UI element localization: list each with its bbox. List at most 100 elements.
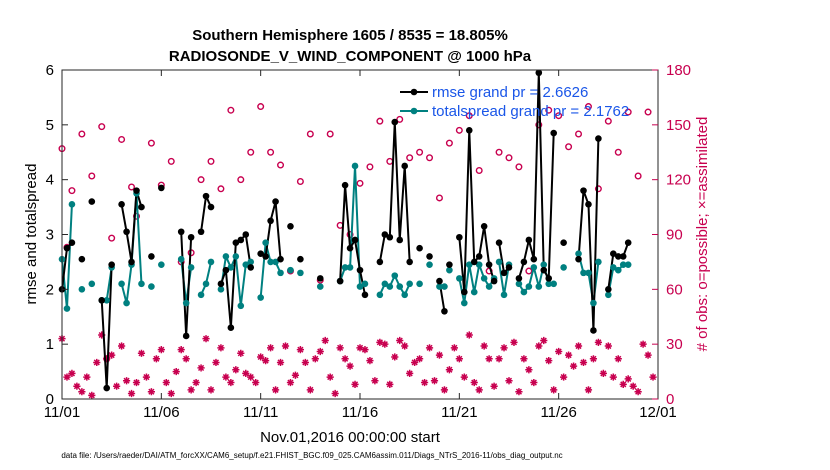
y-axis-label: rmse and totalspread (23, 164, 40, 305)
totalspread-point (416, 280, 423, 288)
rmse-line-segment (200, 195, 212, 232)
obs-assimilated-point (113, 382, 121, 390)
rmse-point (138, 203, 145, 211)
rmse-point (202, 192, 210, 200)
totalspread-point (585, 269, 592, 277)
totalspread-point (381, 280, 389, 288)
y2-tick-label: 180 (666, 62, 691, 79)
rmse-point (98, 297, 106, 304)
obs-assimilated-point (589, 355, 598, 363)
totalspread-point (346, 264, 354, 271)
obs-assimilated-point (634, 388, 642, 396)
totalspread-point (610, 264, 617, 271)
rmse-point (187, 233, 195, 241)
totalspread-point (297, 269, 304, 277)
totalspread-point (376, 291, 384, 299)
obs-possible-point (386, 157, 394, 165)
totalspread-point (207, 258, 215, 266)
x-tick-label: 11/16 (342, 404, 378, 421)
rmse-point (88, 198, 96, 205)
rmse-point (505, 264, 513, 271)
totalspread-point (68, 201, 76, 208)
rmse-point (177, 228, 185, 236)
rmse-point (217, 280, 225, 288)
obs-assimilated-point (271, 386, 280, 394)
obs-assimilated-point (177, 346, 185, 354)
rmse-point (257, 250, 264, 257)
obs-assimilated-point (142, 373, 151, 381)
legend: rmse grand pr = 2.6626 totalspread grand… (400, 84, 629, 120)
y2-tick-label: 60 (666, 281, 683, 298)
obs-assimilated-point (406, 369, 414, 378)
totalspread-point (272, 258, 279, 266)
rmse-point (118, 201, 125, 208)
totalspread-point (475, 261, 483, 268)
obs-possible-point (475, 167, 483, 175)
totalspread-point (242, 261, 250, 268)
obs-assimilated-point (336, 344, 344, 352)
totalspread-point (222, 253, 230, 260)
totalspread-point (595, 258, 602, 266)
rmse-point (103, 384, 110, 392)
rmse-point (495, 239, 503, 247)
totalspread-point (624, 261, 632, 268)
obs-possible-point (644, 108, 652, 116)
series-markers-layer (58, 69, 632, 392)
legend-marker-totalspread (410, 107, 418, 115)
obs-assimilated-point (103, 355, 111, 363)
rmse-point (475, 253, 483, 260)
obs-assimilated-point (286, 378, 295, 387)
totalspread-point (118, 280, 125, 288)
obs-assimilated-point (520, 355, 528, 363)
obs-assimilated-point (435, 351, 444, 359)
obs-assimilated-point (167, 389, 175, 398)
obs-assimilated-point (232, 366, 240, 374)
totalspread-point (262, 239, 269, 247)
rmse-point (446, 261, 453, 268)
totalspread-point (247, 258, 255, 266)
totalspread-point (138, 280, 145, 288)
obs-assimilated-point (425, 344, 434, 352)
rmse-line-segment (339, 184, 366, 296)
totalspread-point (515, 280, 523, 288)
y-tick-label: 5 (46, 117, 54, 134)
rmse-point (272, 198, 279, 205)
obs-assimilated-point (127, 389, 136, 398)
obs-possible-point (78, 130, 86, 138)
rmse-point (470, 258, 478, 266)
footnote: data file: /Users/raeder/DAI/ATM_forcXX/… (61, 451, 562, 460)
totalspread-point (470, 288, 478, 296)
rmse-point (133, 187, 140, 194)
obs-possible-point (147, 139, 155, 147)
obs-assimilated-point (579, 358, 588, 367)
obs-possible-point (306, 130, 314, 138)
obs-assimilated-point (565, 351, 573, 359)
totalspread-point (575, 250, 582, 257)
rmse-point (222, 266, 230, 274)
obs-assimilated-point (411, 358, 419, 367)
obs-assimilated-point (386, 380, 394, 388)
totalspread-point (590, 299, 597, 307)
rmse-line-segment (260, 200, 282, 260)
obs-possible-point (247, 148, 255, 156)
totalspread-point (287, 266, 294, 274)
obs-assimilated-point (530, 378, 538, 387)
obs-assimilated-point (202, 335, 210, 343)
obs-assimilated-point (594, 338, 602, 346)
rmse-point (78, 255, 86, 263)
obs-possible-point (296, 177, 304, 185)
obs-assimilated-point (262, 357, 270, 365)
obs-assimilated-point (257, 353, 265, 361)
rmse-point (148, 253, 155, 260)
obs-assimilated-point (157, 346, 165, 354)
obs-possible-point (584, 103, 592, 111)
obs-assimilated-point (63, 373, 71, 381)
x-tick-label: 11/26 (540, 404, 576, 421)
totalspread-point (277, 269, 284, 277)
rmse-point (465, 127, 473, 134)
obs-possible-point (535, 121, 543, 129)
y2-tick-label: 120 (666, 172, 691, 189)
obs-assimilated-point (187, 386, 195, 394)
obs-possible-point (376, 117, 384, 125)
obs-assimilated-point (550, 386, 558, 394)
